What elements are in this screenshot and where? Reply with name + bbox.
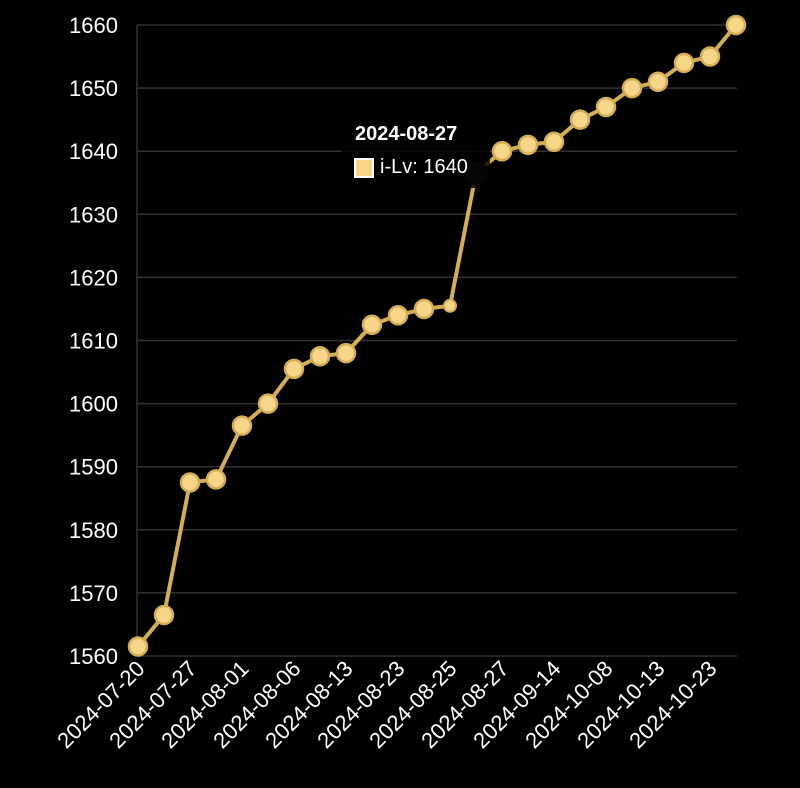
y-tick-label: 1580 [69,518,118,543]
chart-tooltip: 2024-08-27 i-Lv: 1640 [342,116,490,188]
data-point [517,134,539,156]
tooltip-color-swatch [354,158,374,178]
y-tick-label: 1590 [69,455,118,480]
data-point [673,52,695,74]
y-tick-label: 1630 [69,202,118,227]
data-point [205,469,227,490]
data-point [387,305,409,326]
y-tick-label: 1660 [69,13,118,38]
data-point [153,604,175,626]
data-point [413,298,435,320]
data-point [647,71,669,93]
tooltip-title: 2024-08-27 [355,123,458,145]
data-point [231,415,253,436]
y-tick-label: 1570 [69,581,118,606]
data-point [309,346,331,367]
data-point [127,636,149,657]
data-point [443,298,457,313]
data-point [361,314,383,335]
data-point [621,77,643,99]
y-tick-label: 1600 [69,392,118,417]
data-point [595,96,617,118]
data-point [179,472,201,493]
data-point [569,109,591,130]
y-tick-label: 1640 [69,139,118,164]
y-tick-label: 1650 [69,76,118,101]
data-point [283,358,305,380]
data-point [335,342,357,364]
data-point [543,131,565,152]
data-point [257,393,279,414]
y-tick-label: 1610 [69,329,118,354]
data-point [699,46,721,67]
y-tick-label: 1620 [69,265,118,290]
data-point [491,140,513,162]
y-tick-label: 1560 [69,644,118,669]
tooltip-label: i-Lv: 1640 [380,156,468,178]
data-point [725,14,747,36]
